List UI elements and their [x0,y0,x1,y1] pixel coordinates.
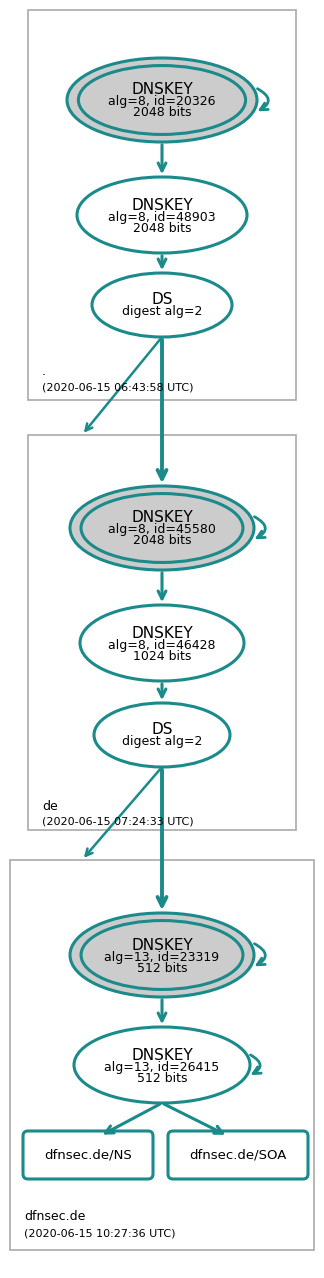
Ellipse shape [70,912,254,997]
Text: .: . [42,366,46,378]
Text: 2048 bits: 2048 bits [133,534,191,547]
FancyArrowPatch shape [254,516,265,538]
Text: alg=8, id=45580: alg=8, id=45580 [108,524,216,537]
Text: DNSKEY: DNSKEY [131,1048,193,1062]
Ellipse shape [80,604,244,681]
Ellipse shape [67,58,257,142]
FancyArrowPatch shape [250,1054,261,1074]
Text: (2020-06-15 06:43:58 UTC): (2020-06-15 06:43:58 UTC) [42,382,193,392]
Text: 512 bits: 512 bits [137,961,187,975]
Ellipse shape [74,1028,250,1103]
Text: 2048 bits: 2048 bits [133,221,191,234]
Text: dfnsec.de/NS: dfnsec.de/NS [44,1149,132,1162]
Text: alg=8, id=20326: alg=8, id=20326 [108,96,216,109]
Text: DNSKEY: DNSKEY [131,510,193,525]
Text: 2048 bits: 2048 bits [133,106,191,120]
Text: digest alg=2: digest alg=2 [122,305,202,318]
FancyBboxPatch shape [23,1131,153,1180]
Text: DNSKEY: DNSKEY [131,83,193,97]
Text: DS: DS [151,722,173,736]
Text: alg=13, id=26415: alg=13, id=26415 [104,1061,220,1074]
Text: 1024 bits: 1024 bits [133,649,191,662]
Text: alg=8, id=48903: alg=8, id=48903 [108,211,216,224]
Text: DNSKEY: DNSKEY [131,625,193,640]
FancyBboxPatch shape [168,1131,308,1180]
Bar [28,435,296,829]
FancyArrowPatch shape [258,88,268,110]
Text: DNSKEY: DNSKEY [131,198,193,212]
Ellipse shape [70,486,254,570]
Ellipse shape [77,176,247,253]
Text: (2020-06-15 10:27:36 UTC): (2020-06-15 10:27:36 UTC) [24,1228,176,1238]
Text: dfnsec.de: dfnsec.de [24,1210,86,1223]
Text: alg=13, id=23319: alg=13, id=23319 [104,951,220,964]
Bar [28,10,296,400]
Text: (2020-06-15 07:24:33 UTC): (2020-06-15 07:24:33 UTC) [42,817,194,827]
Text: alg=8, id=46428: alg=8, id=46428 [108,639,216,652]
Text: DNSKEY: DNSKEY [131,938,193,952]
Bar [10,860,314,1250]
Text: DS: DS [151,291,173,307]
Ellipse shape [94,703,230,767]
Text: digest alg=2: digest alg=2 [122,736,202,749]
Text: dfnsec.de/SOA: dfnsec.de/SOA [189,1149,287,1162]
Text: 512 bits: 512 bits [137,1071,187,1085]
Text: de: de [42,800,58,813]
FancyArrowPatch shape [254,943,265,965]
Ellipse shape [92,273,232,337]
